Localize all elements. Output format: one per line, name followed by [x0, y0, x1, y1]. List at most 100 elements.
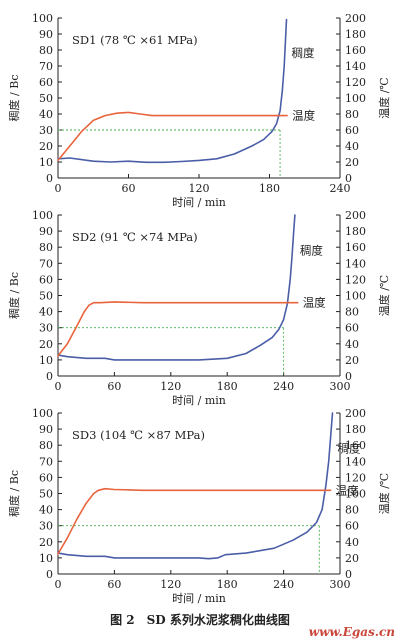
y-left-tick-label: 30 — [39, 322, 53, 335]
y-right-tick-label: 180 — [345, 28, 366, 41]
y-right-tick-label: 100 — [345, 488, 366, 501]
y-left-tick-label: 0 — [46, 172, 53, 185]
x-tick-label: 240 — [273, 578, 294, 591]
y-left-tick-label: 30 — [39, 124, 53, 137]
y-right-tick-label: 120 — [345, 471, 366, 484]
y-left-tick-label: 100 — [32, 12, 53, 25]
y-right-tick-label: 0 — [345, 568, 352, 581]
y-left-tick-label: 90 — [39, 225, 53, 238]
consistency-curve — [57, 412, 334, 560]
x-tick-label: 0 — [55, 380, 62, 393]
y-left-tick-label: 90 — [39, 423, 53, 436]
x-tick-label: 240 — [273, 380, 294, 393]
consistency-curve — [57, 18, 288, 164]
y-left-tick-label: 100 — [32, 209, 53, 222]
y-left-tick-label: 100 — [32, 407, 53, 420]
y-left-tick-label: 80 — [39, 439, 53, 452]
panel-title: SD3 (104 ℃ ×87 MPa) — [72, 428, 205, 442]
y-right-tick-label: 160 — [345, 241, 366, 254]
y-right-tick-label: 200 — [345, 12, 366, 25]
y-right-tick-label: 0 — [345, 370, 352, 383]
y-right-tick-label: 0 — [345, 172, 352, 185]
y-right-tick-label: 180 — [345, 225, 366, 238]
temperature-curve — [57, 111, 288, 162]
y-axis-right-label: 温度 /℃ — [377, 275, 391, 317]
y-right-tick-label: 40 — [345, 338, 359, 351]
x-tick-label: 60 — [122, 182, 136, 195]
y-left-tick-label: 10 — [39, 354, 53, 367]
temperature-curve — [57, 301, 299, 357]
consistency-series-label: 稠度 — [300, 243, 323, 257]
y-right-tick-label: 100 — [345, 290, 366, 303]
y-left-tick-label: 70 — [39, 60, 53, 73]
y-left-tick-label: 90 — [39, 28, 53, 41]
consistency-series-label: 稠度 — [337, 441, 360, 455]
y-left-tick-label: 0 — [46, 568, 53, 581]
chart-panel-1: 0102030405060708090100020406080100120140… — [7, 12, 391, 209]
y-left-tick-label: 80 — [39, 44, 53, 57]
panel-title: SD2 (91 ℃ ×74 MPa) — [72, 230, 198, 244]
y-left-tick-label: 60 — [39, 471, 53, 484]
y-left-tick-label: 50 — [39, 92, 53, 105]
y-left-tick-label: 20 — [39, 536, 53, 549]
figure-caption: 图 2 SD 系列水泥浆稠化曲线图 — [110, 612, 290, 627]
y-left-tick-label: 50 — [39, 488, 53, 501]
x-tick-label: 120 — [160, 380, 181, 393]
y-right-tick-label: 100 — [345, 92, 366, 105]
chart-panel-3: 0102030405060708090100020406080100120140… — [7, 407, 391, 605]
y-right-tick-label: 20 — [345, 354, 359, 367]
y-right-tick-label: 120 — [345, 76, 366, 89]
y-axis-left-label: 稠度 / Bc — [7, 470, 21, 517]
y-right-tick-label: 160 — [345, 439, 366, 452]
y-right-tick-label: 180 — [345, 423, 366, 436]
y-left-tick-label: 50 — [39, 290, 53, 303]
x-tick-label: 0 — [55, 578, 62, 591]
y-left-tick-label: 60 — [39, 273, 53, 286]
y-left-tick-label: 40 — [39, 306, 53, 319]
y-left-tick-label: 20 — [39, 140, 53, 153]
x-axis-label: 时间 / min — [172, 394, 226, 407]
y-right-tick-label: 80 — [345, 504, 359, 517]
y-right-tick-label: 40 — [345, 536, 359, 549]
temperature-series-label: 温度 — [336, 483, 359, 497]
y-left-tick-label: 70 — [39, 455, 53, 468]
x-tick-label: 300 — [330, 380, 351, 393]
x-tick-label: 60 — [107, 578, 121, 591]
chart-panel-2: 0102030405060708090100020406080100120140… — [7, 209, 391, 407]
y-left-tick-label: 80 — [39, 241, 53, 254]
temperature-series-label: 温度 — [303, 296, 326, 310]
y-left-tick-label: 60 — [39, 76, 53, 89]
y-axis-left-label: 稠度 / Bc — [7, 272, 21, 319]
y-right-tick-label: 200 — [345, 407, 366, 420]
y-right-tick-label: 160 — [345, 44, 366, 57]
y-right-tick-label: 140 — [345, 257, 366, 270]
y-right-tick-label: 120 — [345, 273, 366, 286]
y-axis-right-label: 温度 /℃ — [377, 77, 391, 119]
x-tick-label: 120 — [160, 578, 181, 591]
x-tick-label: 0 — [55, 182, 62, 195]
y-left-tick-label: 10 — [39, 552, 53, 565]
y-right-tick-label: 20 — [345, 552, 359, 565]
watermark-text: www.Egas.cn — [309, 625, 395, 639]
y-left-tick-label: 20 — [39, 338, 53, 351]
x-axis-label: 时间 / min — [172, 592, 226, 605]
panel-title: SD1 (78 ℃ ×61 MPa) — [72, 33, 198, 47]
y-right-tick-label: 200 — [345, 209, 366, 222]
y-right-tick-label: 80 — [345, 108, 359, 121]
x-axis-label: 时间 / min — [172, 196, 226, 209]
y-right-tick-label: 140 — [345, 455, 366, 468]
x-tick-label: 120 — [189, 182, 210, 195]
x-tick-label: 300 — [330, 578, 351, 591]
consistency-curve — [57, 214, 296, 361]
temperature-curve — [57, 487, 332, 555]
y-right-tick-label: 80 — [345, 306, 359, 319]
y-right-tick-label: 40 — [345, 140, 359, 153]
y-left-tick-label: 40 — [39, 504, 53, 517]
x-tick-label: 180 — [259, 182, 280, 195]
x-tick-label: 240 — [330, 182, 351, 195]
x-tick-label: 60 — [107, 380, 121, 393]
y-right-tick-label: 60 — [345, 322, 359, 335]
x-tick-label: 180 — [217, 578, 238, 591]
x-tick-label: 180 — [217, 380, 238, 393]
